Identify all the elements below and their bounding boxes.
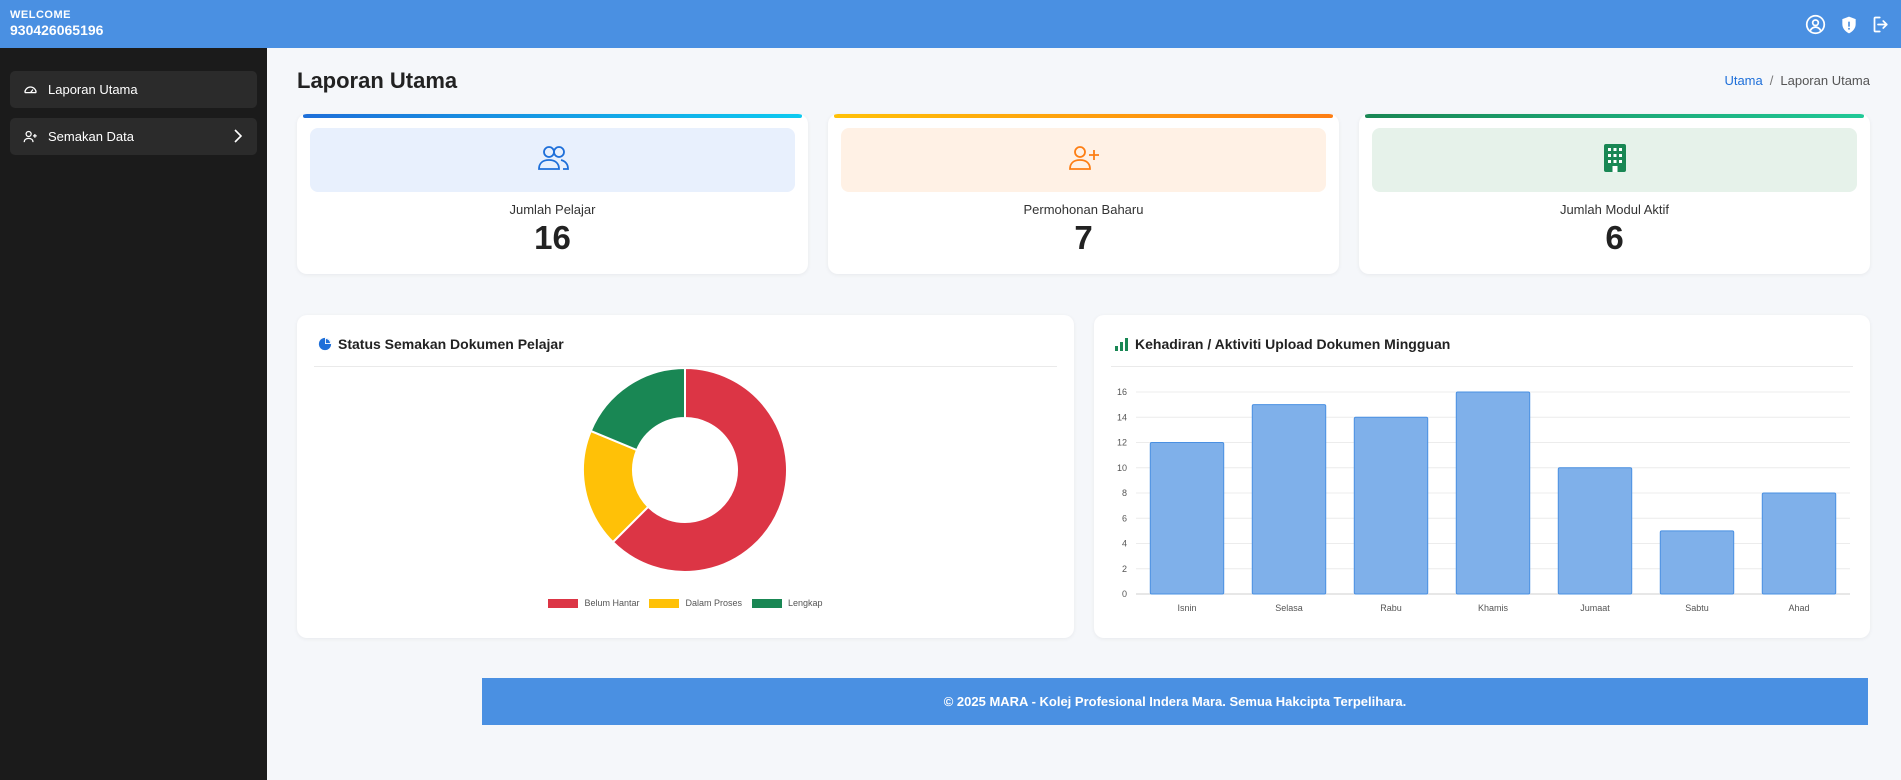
card-accent-line (1365, 114, 1864, 118)
top-icons (1804, 13, 1893, 36)
stat-card-jumlah-modul-aktif: Jumlah Modul Aktif 6 (1359, 114, 1870, 274)
stat-icon-box (310, 128, 795, 192)
legend-swatch (752, 598, 782, 608)
y-tick-label: 2 (1122, 564, 1127, 574)
top-bar: WELCOME 930426065196 (0, 0, 1901, 48)
donut-slice-belum-hantar (611, 366, 788, 573)
users-icon (537, 144, 569, 177)
breadcrumb: Utama / Laporan Utama (1724, 73, 1870, 88)
x-tick-label: Selasa (1275, 603, 1303, 613)
legend-swatch (548, 598, 579, 608)
divider (314, 366, 1057, 367)
user-plus-icon (22, 129, 38, 145)
y-tick-label: 4 (1122, 539, 1127, 549)
legend-swatch (649, 598, 680, 608)
activity-chart-title-text: Kehadiran / Aktiviti Upload Dokumen Ming… (1135, 336, 1451, 352)
stat-value: 7 (1074, 219, 1093, 256)
activity-chart-card: Kehadiran / Aktiviti Upload Dokumen Ming… (1094, 315, 1870, 638)
stat-card-jumlah-pelajar: Jumlah Pelajar 16 (297, 114, 808, 274)
breadcrumb-current: Laporan Utama (1780, 73, 1870, 88)
bar-ahad (1761, 492, 1837, 595)
stat-label: Jumlah Pelajar (509, 202, 596, 217)
footer: © 2025 MARA - Kolej Profesional Indera M… (482, 678, 1868, 725)
y-tick-label: 0 (1122, 589, 1127, 599)
x-tick-label: Khamis (1478, 603, 1509, 613)
y-tick-label: 12 (1117, 438, 1127, 448)
shield-icon[interactable] (1837, 13, 1860, 36)
legend-item[interactable]: Lengkap (752, 598, 823, 608)
legend-label: Belum Hantar (584, 598, 640, 608)
stat-value: 16 (534, 219, 571, 256)
x-tick-label: Isnin (1177, 603, 1196, 613)
x-tick-label: Ahad (1788, 603, 1809, 613)
bar-isnin (1149, 442, 1225, 595)
stat-icon-box (841, 128, 1326, 192)
y-tick-label: 8 (1122, 488, 1127, 498)
y-tick-label: 14 (1117, 412, 1127, 422)
bar-chart: 0 2 4 6 8 10 12 14 16 Isnin Selasa Rabu Khamis Jumaat… (1117, 387, 1850, 613)
logout-icon[interactable] (1870, 13, 1893, 36)
stat-card-permohonan-baharu: Permohonan Baharu 7 (828, 114, 1339, 274)
user-id: 930426065196 (10, 22, 104, 38)
user-plus-icon (1068, 144, 1100, 177)
sidebar-item-laporan-utama[interactable]: Laporan Utama (10, 71, 257, 108)
bar-rabu (1353, 416, 1429, 595)
user-circle-icon[interactable] (1804, 13, 1827, 36)
status-chart-card: Status Semakan Dokumen Pelajar Belum Han… (297, 315, 1074, 638)
activity-chart-title: Kehadiran / Aktiviti Upload Dokumen Ming… (1114, 336, 1450, 352)
legend-label: Lengkap (788, 598, 823, 608)
card-accent-line (834, 114, 1333, 118)
x-tick-label: Jumaat (1580, 603, 1610, 613)
sidebar-item-label: Semakan Data (48, 129, 134, 144)
card-accent-line (303, 114, 802, 118)
x-tick-label: Sabtu (1685, 603, 1709, 613)
dashboard-icon (22, 82, 38, 98)
bar-khamis (1455, 391, 1531, 595)
pie-chart-icon (317, 337, 332, 352)
donut-legend: Belum Hantar Dalam Proses Lengkap (297, 598, 1074, 608)
bar-selasa (1251, 404, 1327, 595)
chevron-right-icon (233, 129, 243, 146)
breadcrumb-home-link[interactable]: Utama (1724, 73, 1763, 88)
divider (1111, 366, 1853, 367)
sidebar: Laporan Utama Semakan Data (0, 48, 267, 780)
bar-sabtu (1659, 530, 1735, 595)
x-tick-label: Rabu (1380, 603, 1402, 613)
donut-chart (582, 366, 788, 573)
stat-value: 6 (1605, 219, 1624, 256)
welcome-block: WELCOME 930426065196 (10, 9, 103, 39)
stat-icon-box (1372, 128, 1857, 192)
bar-chart-icon (1114, 337, 1129, 352)
building-icon (1603, 143, 1627, 178)
status-chart-title-text: Status Semakan Dokumen Pelajar (338, 336, 564, 352)
y-tick-label: 10 (1117, 463, 1127, 473)
bar-jumaat (1557, 467, 1633, 595)
legend-item[interactable]: Belum Hantar (548, 598, 639, 608)
stat-label: Jumlah Modul Aktif (1559, 202, 1670, 217)
sidebar-item-semakan-data[interactable]: Semakan Data (10, 118, 257, 155)
breadcrumb-separator: / (1769, 73, 1774, 88)
stat-label: Permohonan Baharu (1023, 202, 1144, 217)
legend-item[interactable]: Dalam Proses (649, 598, 742, 608)
legend-label: Dalam Proses (685, 598, 742, 608)
sidebar-item-label: Laporan Utama (48, 82, 138, 97)
y-tick-label: 6 (1122, 513, 1127, 523)
y-tick-label: 16 (1117, 387, 1127, 397)
page-title: Laporan Utama (297, 68, 458, 93)
welcome-label: WELCOME (10, 9, 71, 21)
donut-slice-lengkap (589, 366, 686, 452)
status-chart-title: Status Semakan Dokumen Pelajar (317, 336, 564, 352)
